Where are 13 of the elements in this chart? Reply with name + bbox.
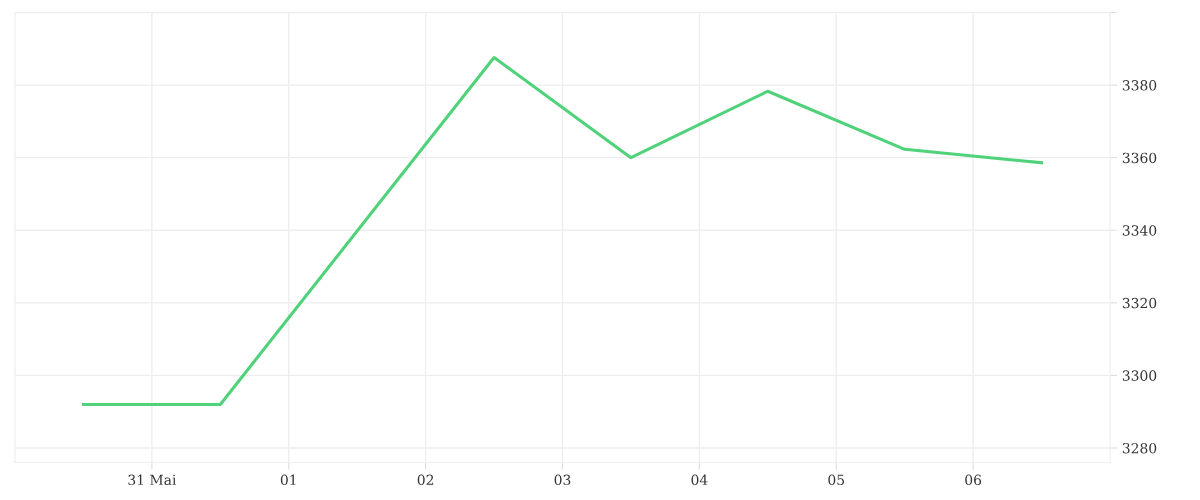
y-tick-label: 3360 xyxy=(1122,152,1157,164)
x-tick-label: 02 xyxy=(417,474,434,486)
y-tick-label: 3300 xyxy=(1122,370,1157,381)
x-tick-label: 04 xyxy=(691,474,708,486)
x-tick-label: 01 xyxy=(280,474,296,486)
y-tick-label: 3340 xyxy=(1122,225,1157,236)
x-tick-label: 05 xyxy=(828,474,845,486)
y-tick-label: 3320 xyxy=(1122,297,1157,309)
x-tick-label: 06 xyxy=(965,474,982,486)
y-tick-label: 3280 xyxy=(1122,442,1157,454)
x-tick-label: 03 xyxy=(554,474,571,486)
y-tick-label: 3380 xyxy=(1122,80,1157,91)
x-tick-label: 31 Mai xyxy=(128,474,177,486)
